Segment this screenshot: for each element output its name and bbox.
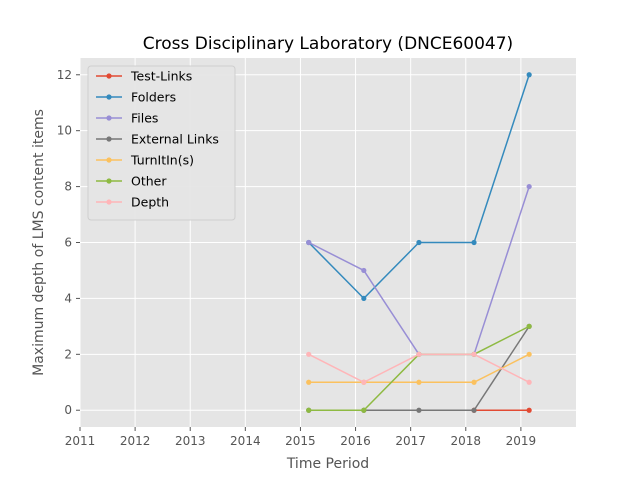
y-tick-label: 12 <box>57 68 72 82</box>
data-point-other <box>306 407 312 413</box>
y-axis-title: Maximum depth of LMS content items <box>31 109 47 376</box>
data-point-files <box>526 183 532 190</box>
data-point-depth <box>416 351 422 357</box>
data-point-folders <box>471 239 477 246</box>
x-axis-ticks: 2011 2012 2013 2014 2015 2016 2017 2018 2019 <box>65 427 536 448</box>
y-tick-label: 6 <box>64 236 72 250</box>
data-point-other <box>361 407 367 413</box>
y-tick-label: 0 <box>64 403 72 417</box>
x-tick-label: 2016 <box>340 434 371 448</box>
legend-label: Folders <box>131 90 176 105</box>
data-point-turnitin-s <box>306 379 312 385</box>
data-point-external-links <box>416 407 422 413</box>
x-tick-label: 2015 <box>285 434 316 448</box>
data-point-depth <box>526 379 532 385</box>
legend: Test-Links Folders Files External Links Turn… <box>87 65 236 221</box>
legend-label: External Links <box>131 132 219 147</box>
y-tick-label: 8 <box>64 180 72 194</box>
series-layer <box>306 72 532 413</box>
y-tick-label: 4 <box>64 291 72 305</box>
x-tick-label: 2018 <box>451 434 482 448</box>
data-point-folders <box>526 72 532 78</box>
y-tick-label: 10 <box>57 124 72 138</box>
legend-item-turnitin-s: TurnItIn(s) <box>96 153 194 168</box>
legend-item-folders: Folders <box>96 90 176 105</box>
y-axis-ticks: 0 2 4 6 8 10 12 <box>57 68 80 417</box>
legend-item-external-links: External Links <box>96 132 219 147</box>
chart-title: Cross Disciplinary Laboratory (DNCE60047… <box>143 34 513 54</box>
x-axis-title: Time Period <box>286 456 369 472</box>
data-point-depth <box>471 351 477 357</box>
series-depth <box>306 351 532 385</box>
x-tick-label: 2012 <box>120 434 151 448</box>
data-point-other <box>526 323 532 329</box>
x-tick-label: 2017 <box>395 434 426 448</box>
data-point-folders <box>361 295 367 302</box>
x-tick-label: 2011 <box>65 434 96 448</box>
legend-box <box>87 65 236 221</box>
legend-item-test-links: Test-Links <box>96 69 192 84</box>
data-point-test-links <box>526 407 532 413</box>
data-point-files <box>361 267 367 274</box>
legend-label: Other <box>131 174 167 189</box>
x-tick-label: 2019 <box>506 434 537 448</box>
legend-marker <box>106 178 112 184</box>
legend-label: Files <box>131 111 158 126</box>
legend-marker <box>106 157 112 163</box>
data-point-depth <box>361 379 367 385</box>
data-point-turnitin-s <box>471 379 477 385</box>
x-tick-label: 2014 <box>230 434 261 448</box>
y-tick-label: 2 <box>64 347 72 361</box>
legend-label: Depth <box>131 195 169 210</box>
x-tick-label: 2013 <box>175 434 206 448</box>
data-point-turnitin-s <box>526 351 532 357</box>
legend-item-other: Other <box>96 174 167 189</box>
data-point-folders <box>416 239 422 246</box>
legend-marker <box>106 94 112 100</box>
data-point-files <box>306 239 312 246</box>
data-point-turnitin-s <box>416 379 422 385</box>
data-point-external-links <box>471 407 477 413</box>
legend-item-files: Files <box>96 111 158 126</box>
legend-marker <box>106 115 112 121</box>
data-point-depth <box>306 351 312 357</box>
legend-marker <box>106 136 112 142</box>
legend-label: Test-Links <box>130 69 192 84</box>
legend-marker <box>106 73 112 79</box>
legend-marker <box>106 199 112 205</box>
legend-label: TurnItIn(s) <box>130 153 194 168</box>
legend-item-depth: Depth <box>96 195 169 210</box>
